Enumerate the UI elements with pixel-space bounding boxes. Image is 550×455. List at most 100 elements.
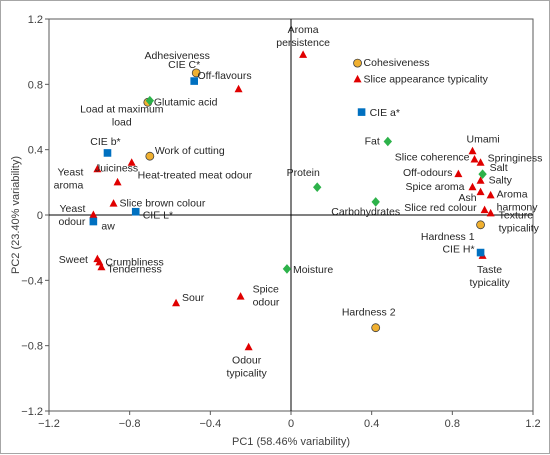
x-axis-title: PC1 (58.46% variability) [232,436,350,448]
point-fat [383,136,392,147]
point-off-flavours [234,84,243,93]
label-umami: Umami [467,133,500,145]
label-spice-odour: Spice odour [253,284,280,309]
label-heat-treated-meat-odour: Heat-treated meat odour [138,170,253,182]
label-crumbliness: Crumbliness [105,256,163,268]
label-hardness-2: Hardness 2 [342,307,396,319]
point-cie-b [103,149,112,157]
point-salty [476,176,485,184]
point-aroma-harmony [486,190,495,199]
label-fat: Fat [365,136,380,148]
point-texture-typicality [486,208,495,217]
label-glutamic-acid: Glutamic acid [154,97,218,109]
point-hardness-1 [476,220,485,230]
label-work-of-cutting: Work of cutting [155,145,225,157]
label-hardness-1: Hardness 1 [421,231,475,243]
point-moisture [282,264,292,274]
point-heat-treated-meat-odour [127,158,136,166]
point-cie-c [190,77,198,85]
axes-layer: −1.2 −0.8 −0.4 0 0.4 0.8 1.2 −1.2 −0.8 −0.4 0 0.4 0.… [21,14,540,430]
point-ash [476,187,485,196]
point-springiness [476,158,485,166]
label-yeast-odour: Yeast odour [59,203,86,228]
y-tick-label: 0.4 [28,145,43,157]
y-tick-label: 0.8 [28,79,43,91]
point-cohesiveness [353,58,362,68]
point-odour-typicality [244,342,253,351]
label-protein: Protein [287,167,320,179]
point-yeast-aroma [93,164,102,173]
label-juiciness: Juiciness [95,162,138,174]
label-cie-h: CIE H* [442,244,474,256]
point-aw [89,217,98,226]
label-slice-appearance-typicality: Slice appearance typicality [364,73,489,85]
point-cie-h [476,248,485,257]
label-off-odours: Off-odours [403,167,452,179]
label-cie-c: CIE C* [168,59,200,71]
x-tick-label: 1.2 [525,418,540,430]
label-moisture: Moisture [293,264,333,276]
point-salt [478,169,487,179]
labels-layer: Aroma persistence Off-flavours Slice appear… [54,24,543,379]
marks-layer [89,50,495,351]
point-adhesiveness [191,68,201,78]
label-aroma-persistence: Aroma persistence [276,24,330,49]
x-tick-label: 0.4 [364,418,379,430]
label-springiness: Springiness [488,153,543,165]
label-odour-typicality: Odour typicality [227,354,268,379]
point-cie-a [357,108,366,116]
point-tenderness [97,262,106,271]
label-cie-b: CIE b* [90,136,120,148]
label-slice-coherence: Slice coherence [395,151,470,163]
x-tick-label: −0.8 [119,418,141,430]
point-spice-odour [236,292,245,300]
point-spice-aroma [468,182,477,191]
y-tick-label: −0.8 [21,341,43,353]
y-tick-label: −0.4 [21,275,43,287]
label-cohesiveness: Cohesiveness [364,57,430,69]
label-cie-l: CIE L* [143,210,173,222]
y-tick-label: 0 [37,210,43,222]
label-slice-brown-colour: Slice brown colour [120,198,206,210]
x-tick-label: 0.8 [445,418,460,430]
point-slice-red-colour [480,205,489,214]
label-texture-typicality: Texture typicality [499,209,540,234]
label-slice-red-colour: Slice red colour [404,202,477,214]
point-glutamic-acid [145,95,155,106]
x-tick-label: 0 [288,418,294,430]
point-slice-coherence [470,154,479,163]
point-cie-l [131,207,140,216]
label-tenderness: Tenderness [107,263,161,275]
point-sour [172,298,181,307]
label-sour: Sour [182,292,205,304]
label-ash: Ash [458,192,476,204]
label-adhesiveness: Adhesiveness [145,50,210,62]
label-carbohydrates: Carbohydrates [331,206,400,218]
label-yeast-aroma: Yeast aroma [54,166,84,191]
point-juiciness [113,177,122,186]
point-off-odours [454,169,463,178]
y-tick-label: −1.2 [21,406,43,418]
label-aroma-harmony: Aroma harmony [497,188,539,213]
point-yeast-odour [89,210,98,218]
point-slice-appearance-typicality [353,74,362,83]
point-aroma-persistence [299,50,308,58]
point-umami [468,146,477,155]
point-work-of-cutting [145,151,155,161]
label-salty: Salty [489,175,513,187]
x-tick-label: −1.2 [38,418,60,430]
point-protein [313,182,322,193]
label-cie-a: CIE a* [370,107,400,119]
label-salt: Salt [490,162,508,174]
point-hardness-2 [371,323,381,333]
label-sweet: Sweet [59,254,88,266]
label-taste-typicality: Taste typicality [469,264,510,289]
y-axis-title: PC2 (23.40% variability) [10,156,22,274]
label-off-flavours: Off-flavours [198,70,252,82]
y-tick-label: 1.2 [28,14,43,26]
label-aw: aw [101,221,115,233]
x-tick-label: −0.4 [199,418,221,430]
point-carbohydrates [371,197,380,207]
